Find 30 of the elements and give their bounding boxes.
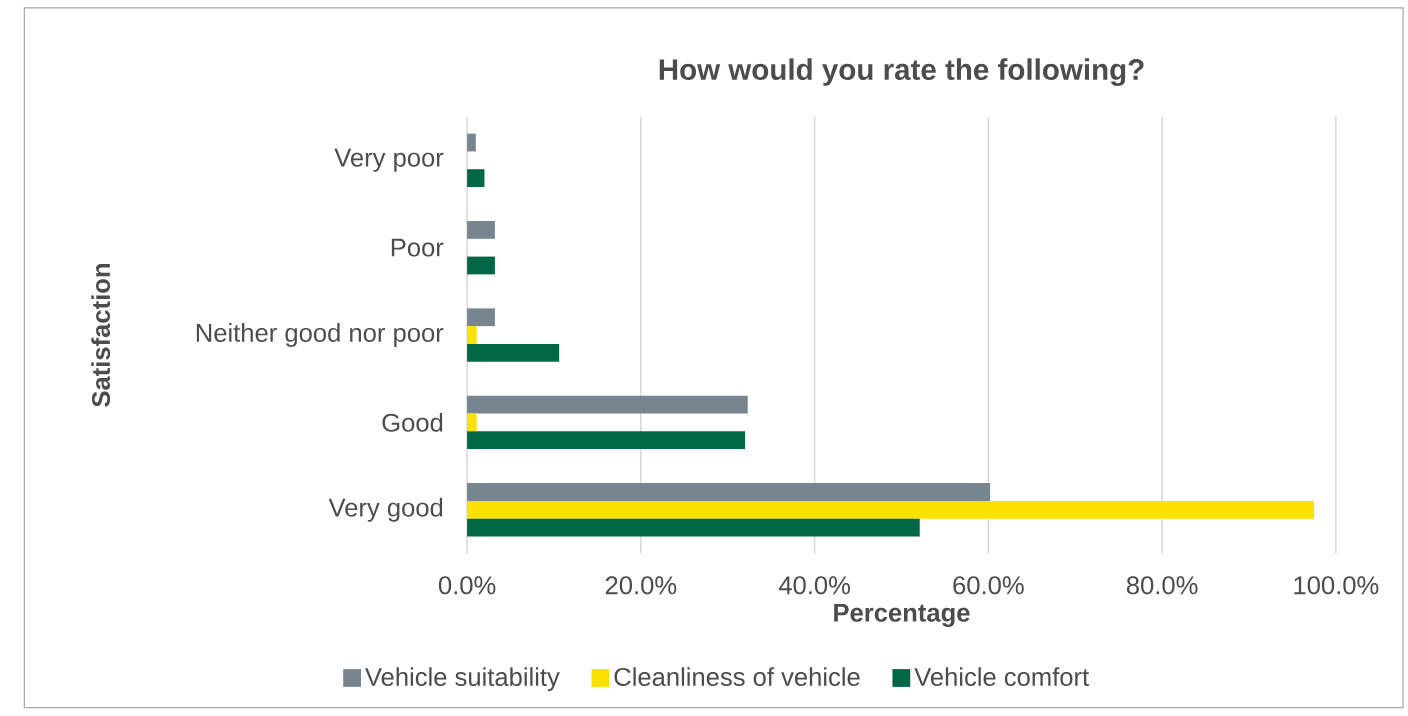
y-tick-label: Good <box>382 413 443 433</box>
bar <box>467 344 560 362</box>
bar <box>467 395 748 414</box>
legend-label: Cleanliness of vehicle <box>614 667 860 687</box>
bar <box>467 501 1315 519</box>
bar <box>467 133 476 152</box>
bar <box>467 518 920 537</box>
x-tick-label: 0.0% <box>438 576 496 595</box>
legend-label: Vehicle comfort <box>914 667 1089 687</box>
y-tick-label: Very poor <box>334 149 444 172</box>
y-tick-label: Poor <box>391 238 444 257</box>
x-tick-label: 60.0% <box>953 576 1024 595</box>
x-tick-label: 100.0% <box>1294 576 1379 595</box>
x-axis-title: Percentage <box>834 604 970 628</box>
bar <box>467 326 477 345</box>
x-tick-label: 20.0% <box>605 576 677 595</box>
y-tick-label: Neither good nor poor <box>196 323 444 348</box>
legend-label: Vehicle suitability <box>365 667 560 692</box>
bar <box>467 308 495 327</box>
y-axis-title: Satisfaction <box>91 264 111 408</box>
bar <box>467 256 495 275</box>
bar <box>467 431 746 450</box>
x-tick-label: 40.0% <box>778 576 850 595</box>
bar <box>467 221 495 240</box>
bar <box>467 483 991 502</box>
bar <box>467 413 477 432</box>
bar <box>467 169 485 188</box>
chart-title: How would you rate the following? <box>659 58 1144 87</box>
x-tick-label: 80.0% <box>1126 576 1198 595</box>
y-tick-label: Very good <box>328 498 443 522</box>
